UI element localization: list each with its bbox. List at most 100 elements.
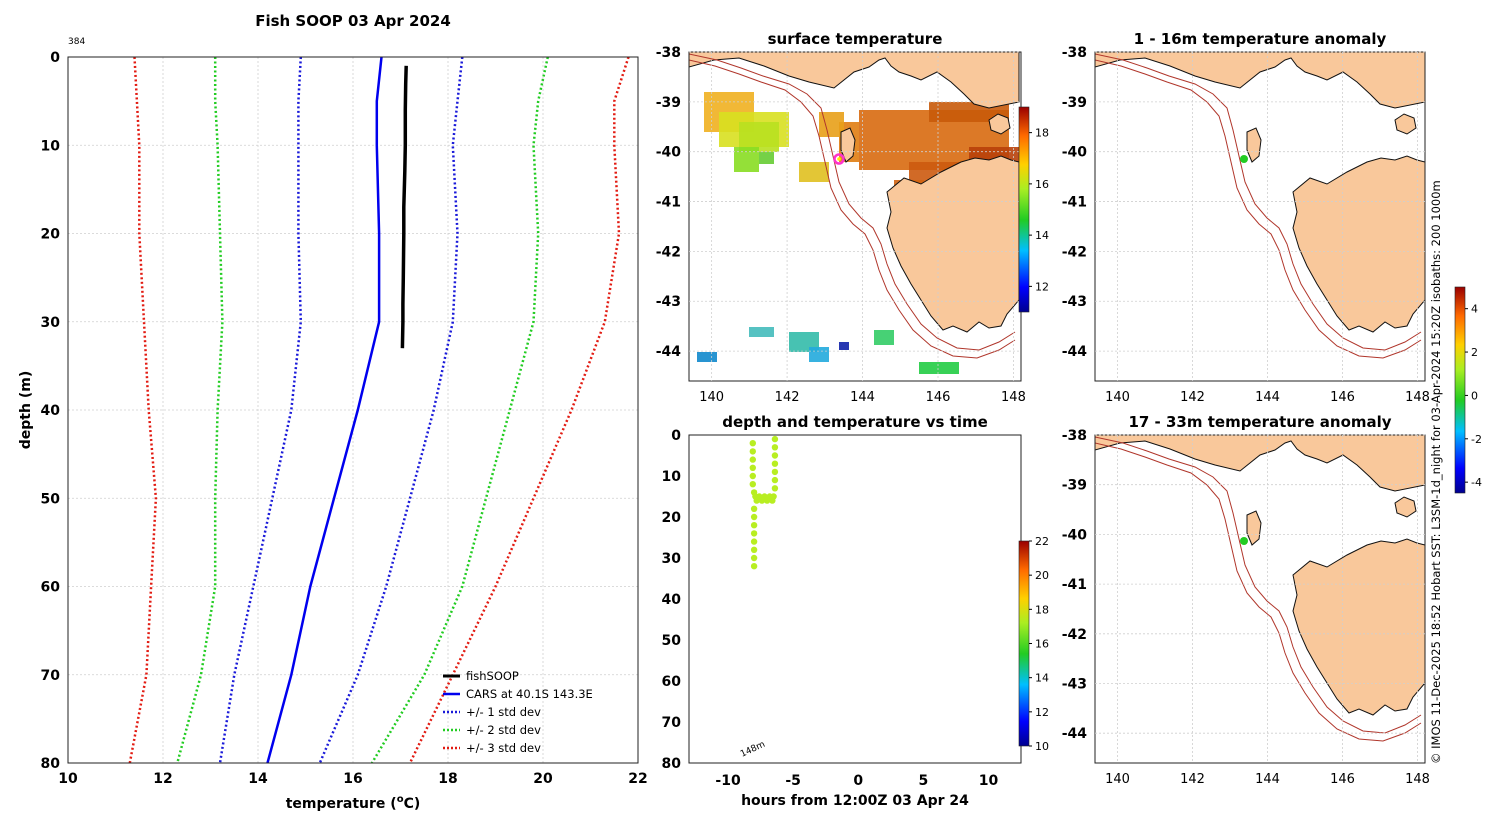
profile-id-label: 384 xyxy=(68,37,85,47)
anomaly-colorbar-tick-label: 2 xyxy=(1471,346,1478,359)
profile-ylabel: depth (m) xyxy=(18,371,34,449)
sst-colorbar-tick-label: 12 xyxy=(1035,280,1049,293)
isobath-200m xyxy=(1095,53,1422,351)
map-ytick-label: -41 xyxy=(1062,195,1087,211)
anomaly-colorbar-tick-label: -2 xyxy=(1471,433,1482,446)
map-xtick-label: 148 xyxy=(1405,390,1430,405)
legend-label-std1: +/- 1 std dev xyxy=(466,705,541,719)
profile-ytick-label: 20 xyxy=(41,227,61,243)
map-ytick-label: -39 xyxy=(656,95,681,111)
king-island xyxy=(1246,510,1262,546)
map-ytick-label: -40 xyxy=(1062,145,1088,161)
time-data-point xyxy=(749,448,756,455)
sst-colorbar-tick-label: 14 xyxy=(1035,229,1049,242)
profile-lines xyxy=(128,56,630,764)
isobath-1000m xyxy=(1095,59,1422,359)
time-ytick-label: 50 xyxy=(662,633,682,649)
time-data-point xyxy=(749,464,756,471)
profile-grid xyxy=(67,56,639,764)
sst-pixel-patch xyxy=(839,342,849,350)
time-data-point xyxy=(750,538,758,545)
sst-pixel-patch xyxy=(809,347,829,362)
map-ytick-label: -38 xyxy=(656,45,681,61)
king-island xyxy=(1246,127,1262,163)
map-xtick-label: 144 xyxy=(1255,390,1280,405)
map-ytick-label: -41 xyxy=(656,195,681,211)
map-ytick-label: -44 xyxy=(1062,344,1088,360)
anomaly-colorbar-tick-label: 4 xyxy=(1471,303,1478,316)
time-data-point xyxy=(749,456,756,463)
anomaly-colorbar-tick-label: -4 xyxy=(1471,476,1482,489)
sst-pixel-patch xyxy=(919,362,959,374)
victoria-landmass xyxy=(689,52,1020,109)
map-xtick-label: 146 xyxy=(1330,390,1355,405)
profile-xtick-label: 16 xyxy=(343,771,362,787)
map-ytick-label: -44 xyxy=(656,344,682,360)
flinders-island xyxy=(1394,113,1417,135)
anomaly-map-2-station-marker xyxy=(1240,537,1248,545)
map-xtick-label: 142 xyxy=(775,390,800,405)
time-data-point xyxy=(750,563,758,570)
profile-axes-frame xyxy=(67,56,639,764)
anomaly-map-1-content xyxy=(1095,52,1425,359)
map-xtick-label: 144 xyxy=(850,390,875,405)
profile-ytick-label: 50 xyxy=(41,491,61,507)
time-data-point xyxy=(750,554,758,562)
profile-series-fishsoop xyxy=(400,65,408,349)
victoria-landmass xyxy=(1095,52,1425,109)
isobath-200m xyxy=(689,53,1016,351)
time-ticks: -10 -5 0 5 10 0 10 20 30 40 50 60 70 80 xyxy=(662,428,999,789)
profile-ticks: 10 12 14 16 18 20 22 0 10 20 30 40 50 60 70 80 xyxy=(41,50,648,787)
map-xtick-label: 140 xyxy=(1105,772,1130,787)
map-xtick-label: 146 xyxy=(1330,772,1355,787)
profile-ytick-label: 30 xyxy=(41,315,61,331)
time-data-point xyxy=(750,522,758,529)
flinders-island xyxy=(1394,496,1417,518)
tasmania-landmass xyxy=(1292,155,1425,333)
map-ytick-label: -40 xyxy=(1062,527,1088,543)
profile-series-1-std-dev xyxy=(318,56,464,764)
time-data-point xyxy=(771,435,779,443)
map-ytick-label: -38 xyxy=(1062,45,1087,61)
time-ytick-label: 60 xyxy=(662,674,682,690)
time-colorbar-ticks: 22 20 18 16 14 12 10 xyxy=(1029,535,1049,753)
victoria-landmass xyxy=(1095,435,1425,492)
tasmania-landmass xyxy=(886,155,1020,333)
anomaly-map-2-basemap xyxy=(1095,435,1425,742)
time-xtick-label: 0 xyxy=(853,773,863,789)
time-colorbar-tick-label: 16 xyxy=(1035,638,1049,651)
time-data-point xyxy=(749,440,756,447)
legend-label-std3: +/- 3 std dev xyxy=(466,741,541,755)
anomaly-map-1-ticks: 140 142 144 146 148 -38 -39 -40 -41 -42 -43 -44 xyxy=(1062,45,1430,405)
time-xtick-label: 10 xyxy=(979,773,999,789)
time-points xyxy=(749,435,779,570)
map-ytick-label: -40 xyxy=(656,145,682,161)
time-xtick-label: 5 xyxy=(918,773,928,789)
anomaly-colorbar-ticks: 4 2 0 -2 -4 xyxy=(1465,303,1482,489)
king-island xyxy=(840,127,856,163)
map-ytick-label: -43 xyxy=(656,294,681,310)
time-colorbar-tick-label: 18 xyxy=(1035,603,1049,616)
map-xtick-label: 140 xyxy=(699,390,724,405)
legend-label-cars: CARS at 40.1S 143.3E xyxy=(466,687,593,701)
map-ytick-label: -43 xyxy=(1062,294,1087,310)
sst-pixel-patch xyxy=(697,352,717,362)
map-xtick-label: 148 xyxy=(1001,390,1026,405)
anomaly-colorbar xyxy=(1454,286,1466,494)
anomaly-map-1-basemap xyxy=(1095,52,1425,359)
map-xtick-label: 140 xyxy=(1105,390,1130,405)
time-xlabel: hours from 12:00Z 03 Apr 24 xyxy=(741,793,969,809)
legend-label-std2: +/- 2 std dev xyxy=(466,723,541,737)
profile-ytick-label: 60 xyxy=(41,580,61,596)
isobath-200m xyxy=(1095,436,1422,734)
map-xtick-label: 142 xyxy=(1180,772,1205,787)
map-ytick-label: -43 xyxy=(1062,676,1087,692)
time-data-point xyxy=(771,460,779,467)
time-data-point xyxy=(771,476,779,484)
profile-series-cars-at-40-1s-143-3e xyxy=(266,56,383,764)
time-data-point xyxy=(750,505,758,512)
time-ytick-label: 80 xyxy=(662,756,682,772)
sst-colorbar xyxy=(1018,106,1030,313)
sst-station-marker-center xyxy=(837,157,841,161)
time-data-point xyxy=(770,493,777,500)
